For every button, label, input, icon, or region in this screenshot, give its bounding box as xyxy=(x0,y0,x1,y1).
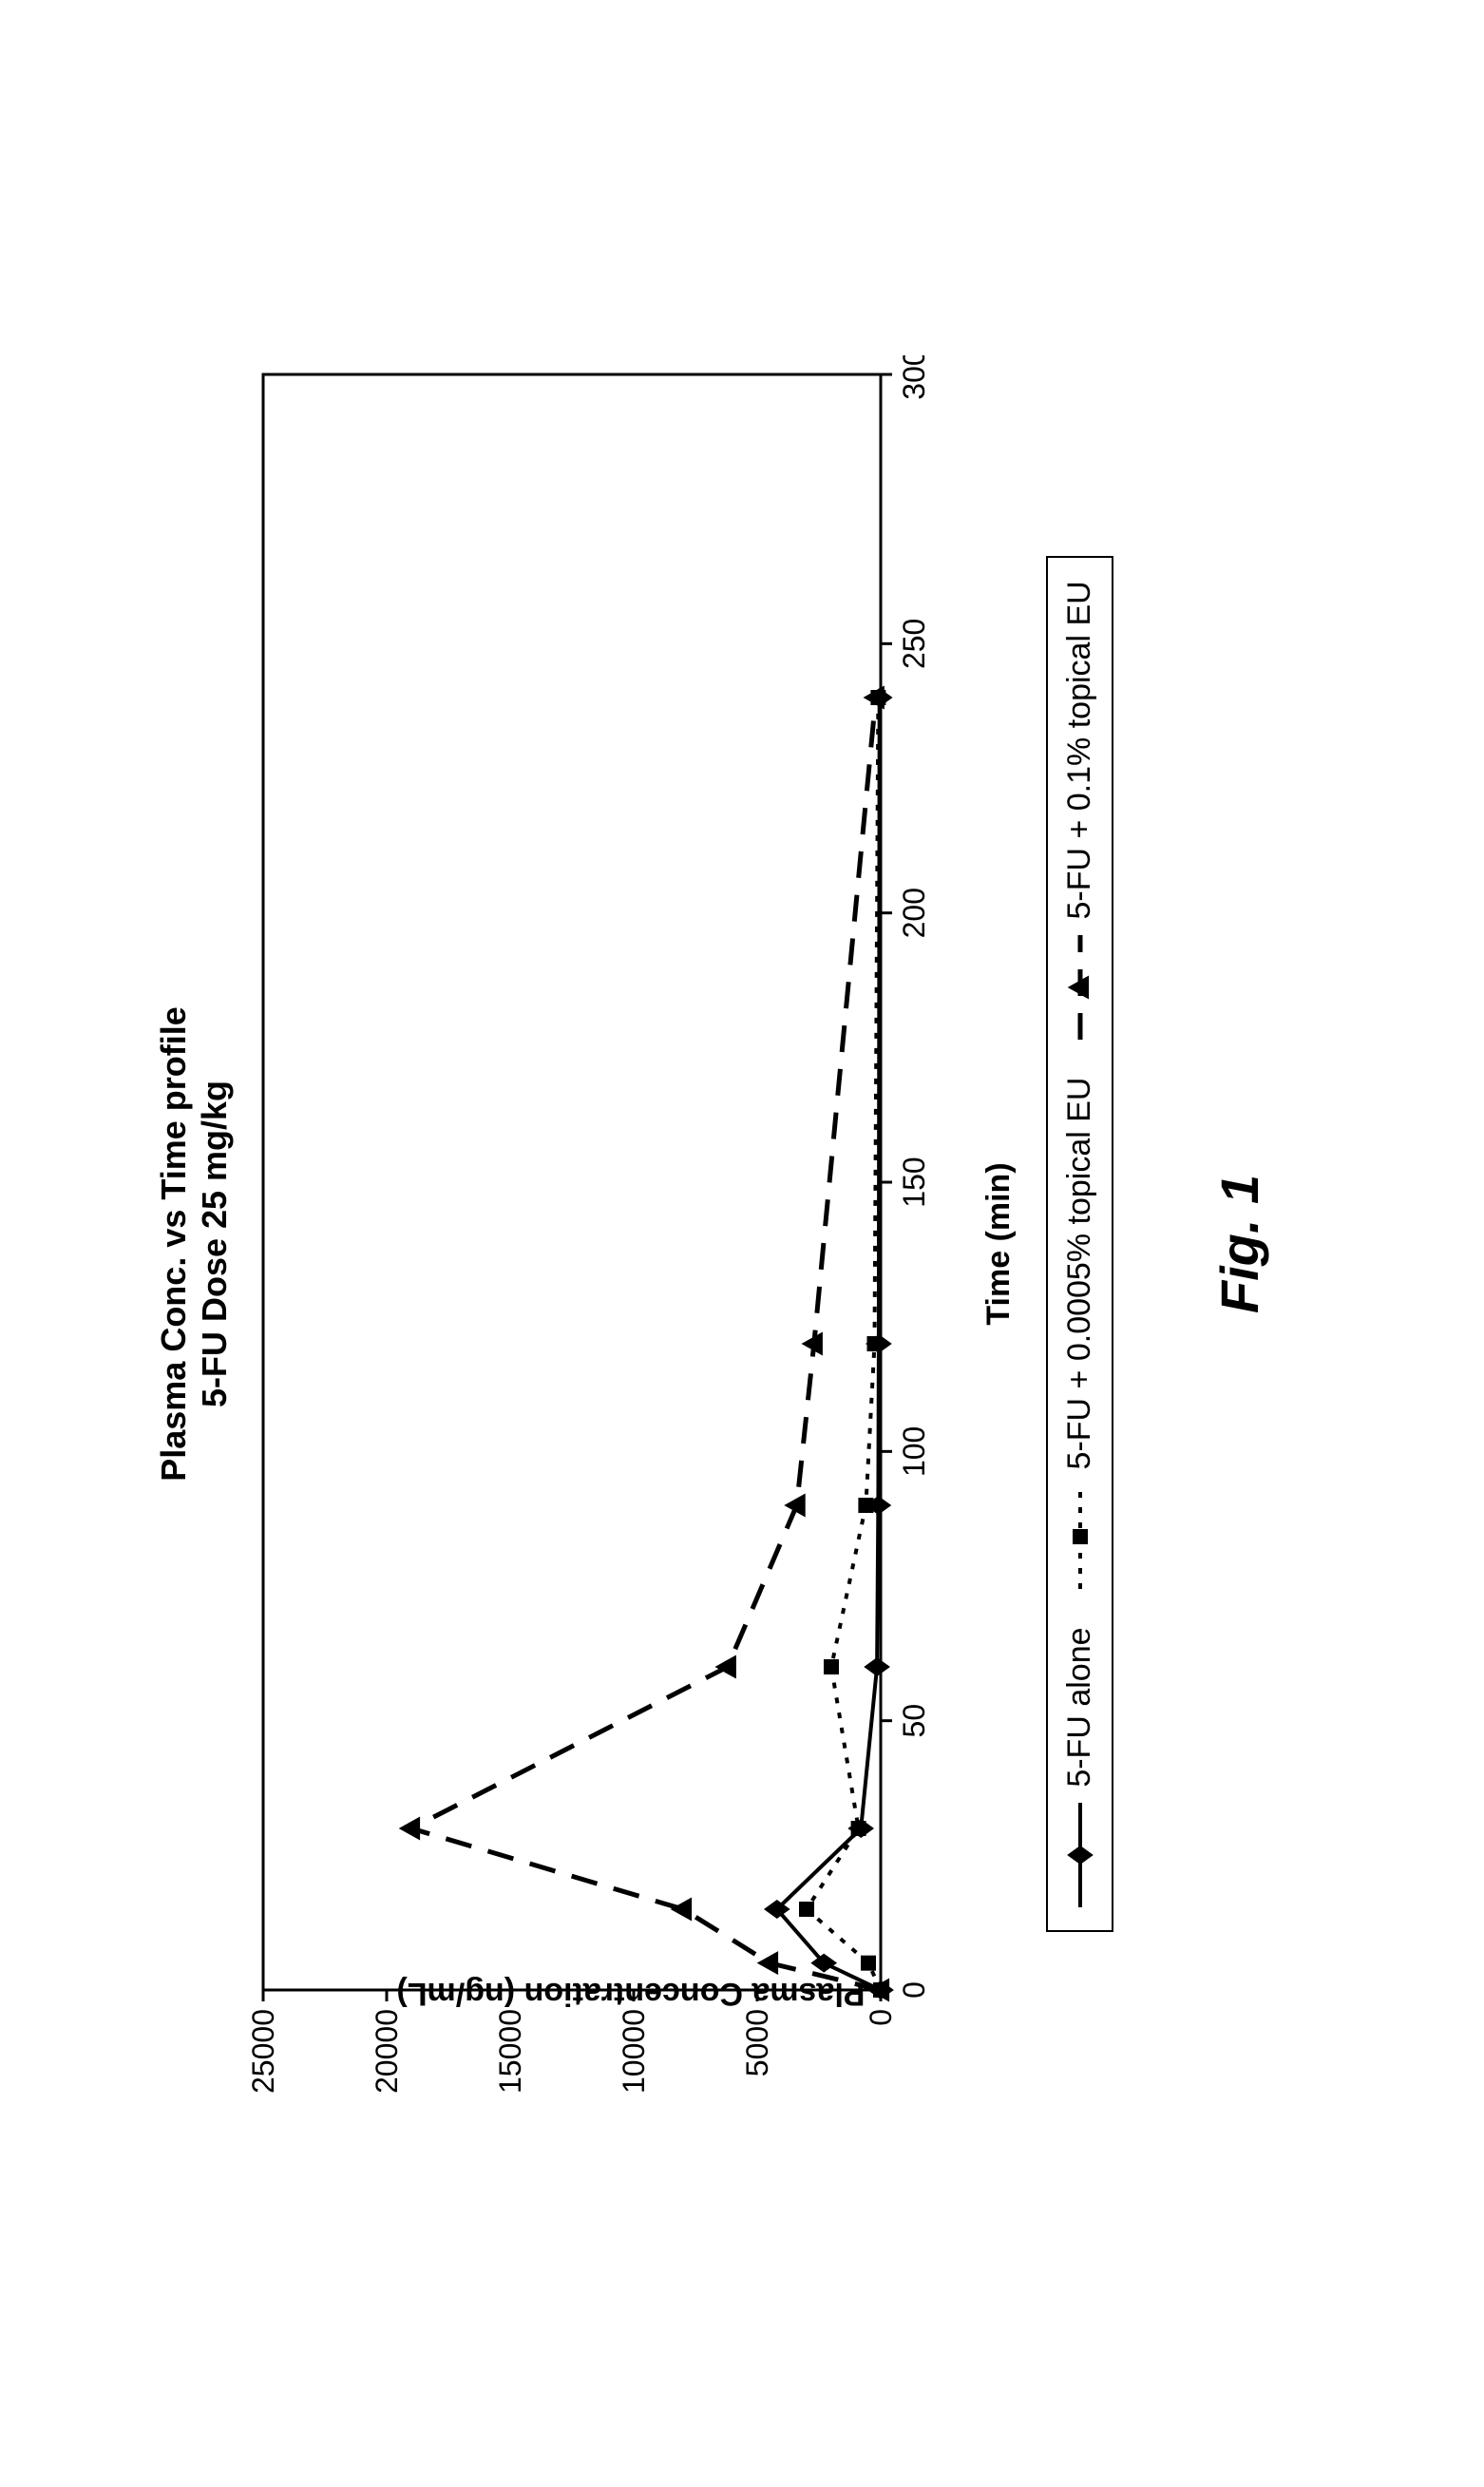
chart-area: Plasma Concentration (ng/mL) 0 5000 10000 1… xyxy=(244,355,1018,2133)
legend-item-1: 5-FU + 0.0005% topical EU xyxy=(1061,1077,1098,1589)
svg-text:0: 0 xyxy=(897,1981,931,1999)
figure-caption: Fig. 1 xyxy=(1208,1174,1270,1312)
y-axis-label: Plasma Concentration (ng/mL) xyxy=(397,1974,866,2011)
svg-text:0: 0 xyxy=(864,2009,898,2026)
legend-label-2: 5-FU + 0.1% topical EU xyxy=(1061,581,1098,919)
legend-swatch-1 xyxy=(1066,1484,1094,1589)
legend-label-0: 5-FU alone xyxy=(1061,1627,1098,1787)
x-axis-label: Time (min) xyxy=(980,355,1018,2133)
chart-panel: Plasma Conc. vs Time profile 5-FU Dose 2… xyxy=(96,199,1388,2289)
legend-label-1: 5-FU + 0.0005% topical EU xyxy=(1061,1077,1098,1469)
legend-item-2: 5-FU + 0.1% topical EU xyxy=(1061,581,1098,1039)
svg-text:20000: 20000 xyxy=(370,2009,404,2094)
svg-text:25000: 25000 xyxy=(246,2009,280,2094)
svg-text:150: 150 xyxy=(897,1157,931,1207)
page-root: Plasma Conc. vs Time profile 5-FU Dose 2… xyxy=(0,0,1484,2487)
svg-text:300: 300 xyxy=(897,355,931,400)
svg-text:5000: 5000 xyxy=(740,2009,774,2076)
svg-text:15000: 15000 xyxy=(493,2009,527,2094)
svg-text:200: 200 xyxy=(897,887,931,937)
chart-title-line2: 5-FU Dose 25 mg/kg xyxy=(195,1080,234,1406)
chart-title-line1: Plasma Conc. vs Time profile xyxy=(154,1006,193,1482)
svg-text:250: 250 xyxy=(897,618,931,668)
rotated-container: Plasma Conc. vs Time profile 5-FU Dose 2… xyxy=(96,199,1388,2289)
svg-text:10000: 10000 xyxy=(617,2009,651,2094)
line-chart-svg: 0 5000 10000 15000 20000 25000 0 50 100 150 200 250… xyxy=(244,355,938,2133)
chart-title: Plasma Conc. vs Time profile 5-FU Dose 2… xyxy=(153,1006,235,1482)
svg-text:100: 100 xyxy=(897,1425,931,1476)
legend-item-0: 5-FU alone xyxy=(1061,1627,1098,1906)
legend-swatch-2 xyxy=(1066,934,1094,1039)
legend-swatch-0 xyxy=(1066,1802,1094,1906)
svg-text:50: 50 xyxy=(897,1703,931,1737)
legend: 5-FU alone 5-FU + 0.0005% topical EU 5-FU … xyxy=(1046,556,1113,1931)
